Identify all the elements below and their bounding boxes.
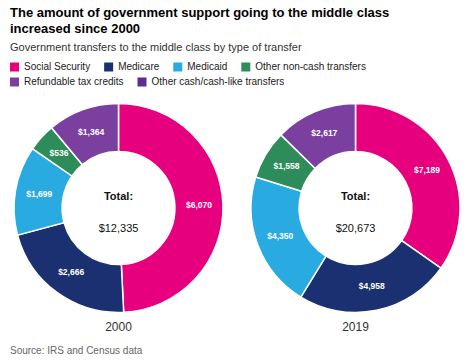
total-title: Total:	[341, 190, 370, 202]
legend-swatch	[10, 63, 19, 72]
data-label: $536	[50, 148, 69, 158]
year-label: 2000	[105, 320, 132, 334]
slice	[18, 223, 124, 313]
donut: $7,189 $4,958 $4,350 $1,558 $2,617 Total: $20,…	[251, 104, 460, 334]
total-label: $12,335	[99, 222, 139, 234]
title: The amount of government support going t…	[10, 5, 389, 36]
legend-swatch	[138, 78, 147, 87]
data-label: $2,617	[311, 128, 337, 138]
legend-swatch	[10, 78, 19, 87]
slice	[251, 177, 326, 297]
data-label: $1,699	[26, 189, 52, 199]
source: Source: IRS and Census data	[10, 345, 143, 356]
legend-item: Social Security	[10, 61, 90, 72]
data-label: $1,558	[273, 161, 299, 171]
slices	[14, 104, 223, 313]
data-label: $6,070	[186, 200, 212, 210]
year-label: 2019	[342, 320, 369, 334]
legend-label: Social Security	[24, 61, 90, 72]
slice	[281, 104, 356, 169]
legend-swatch	[241, 63, 250, 72]
legend-item: Other cash/cash-like transfers	[138, 76, 285, 87]
data-label: $2,666	[58, 267, 84, 277]
slice	[119, 104, 223, 313]
legend: Social Security Medicare Medicaid Other non…	[10, 61, 366, 87]
subtitle: Government transfers to the middle class…	[10, 41, 302, 53]
legend-swatch	[104, 63, 113, 72]
chart: The amount of government support going t…	[0, 0, 474, 362]
title-line: The amount of government support going t…	[10, 5, 389, 20]
total-title: Total:	[104, 190, 133, 202]
data-label: $4,350	[267, 231, 293, 241]
slice	[356, 104, 460, 269]
data-label: $1,364	[78, 127, 104, 137]
slices	[251, 104, 460, 313]
legend-item: Medicaid	[173, 61, 227, 72]
data-label: $7,189	[414, 165, 440, 175]
legend-label: Other non-cash transfers	[255, 61, 366, 72]
donut: $6,070 $2,666 $1,699 $536 $1,364 Total: $12,33…	[14, 104, 223, 334]
legend-label: Medicare	[118, 61, 160, 72]
data-label: $4,958	[359, 281, 385, 291]
legend-item: Other non-cash transfers	[241, 61, 366, 72]
title-line: increased since 2000	[10, 21, 140, 36]
legend-label: Refundable tax credits	[24, 76, 124, 87]
legend-item: Medicare	[104, 61, 160, 72]
legend-label: Medicaid	[187, 61, 227, 72]
legend-item: Refundable tax credits	[10, 76, 124, 87]
total-label: $20,673	[336, 222, 376, 234]
legend-label: Other cash/cash-like transfers	[152, 76, 285, 87]
legend-swatch	[173, 63, 182, 72]
slice	[301, 241, 441, 313]
